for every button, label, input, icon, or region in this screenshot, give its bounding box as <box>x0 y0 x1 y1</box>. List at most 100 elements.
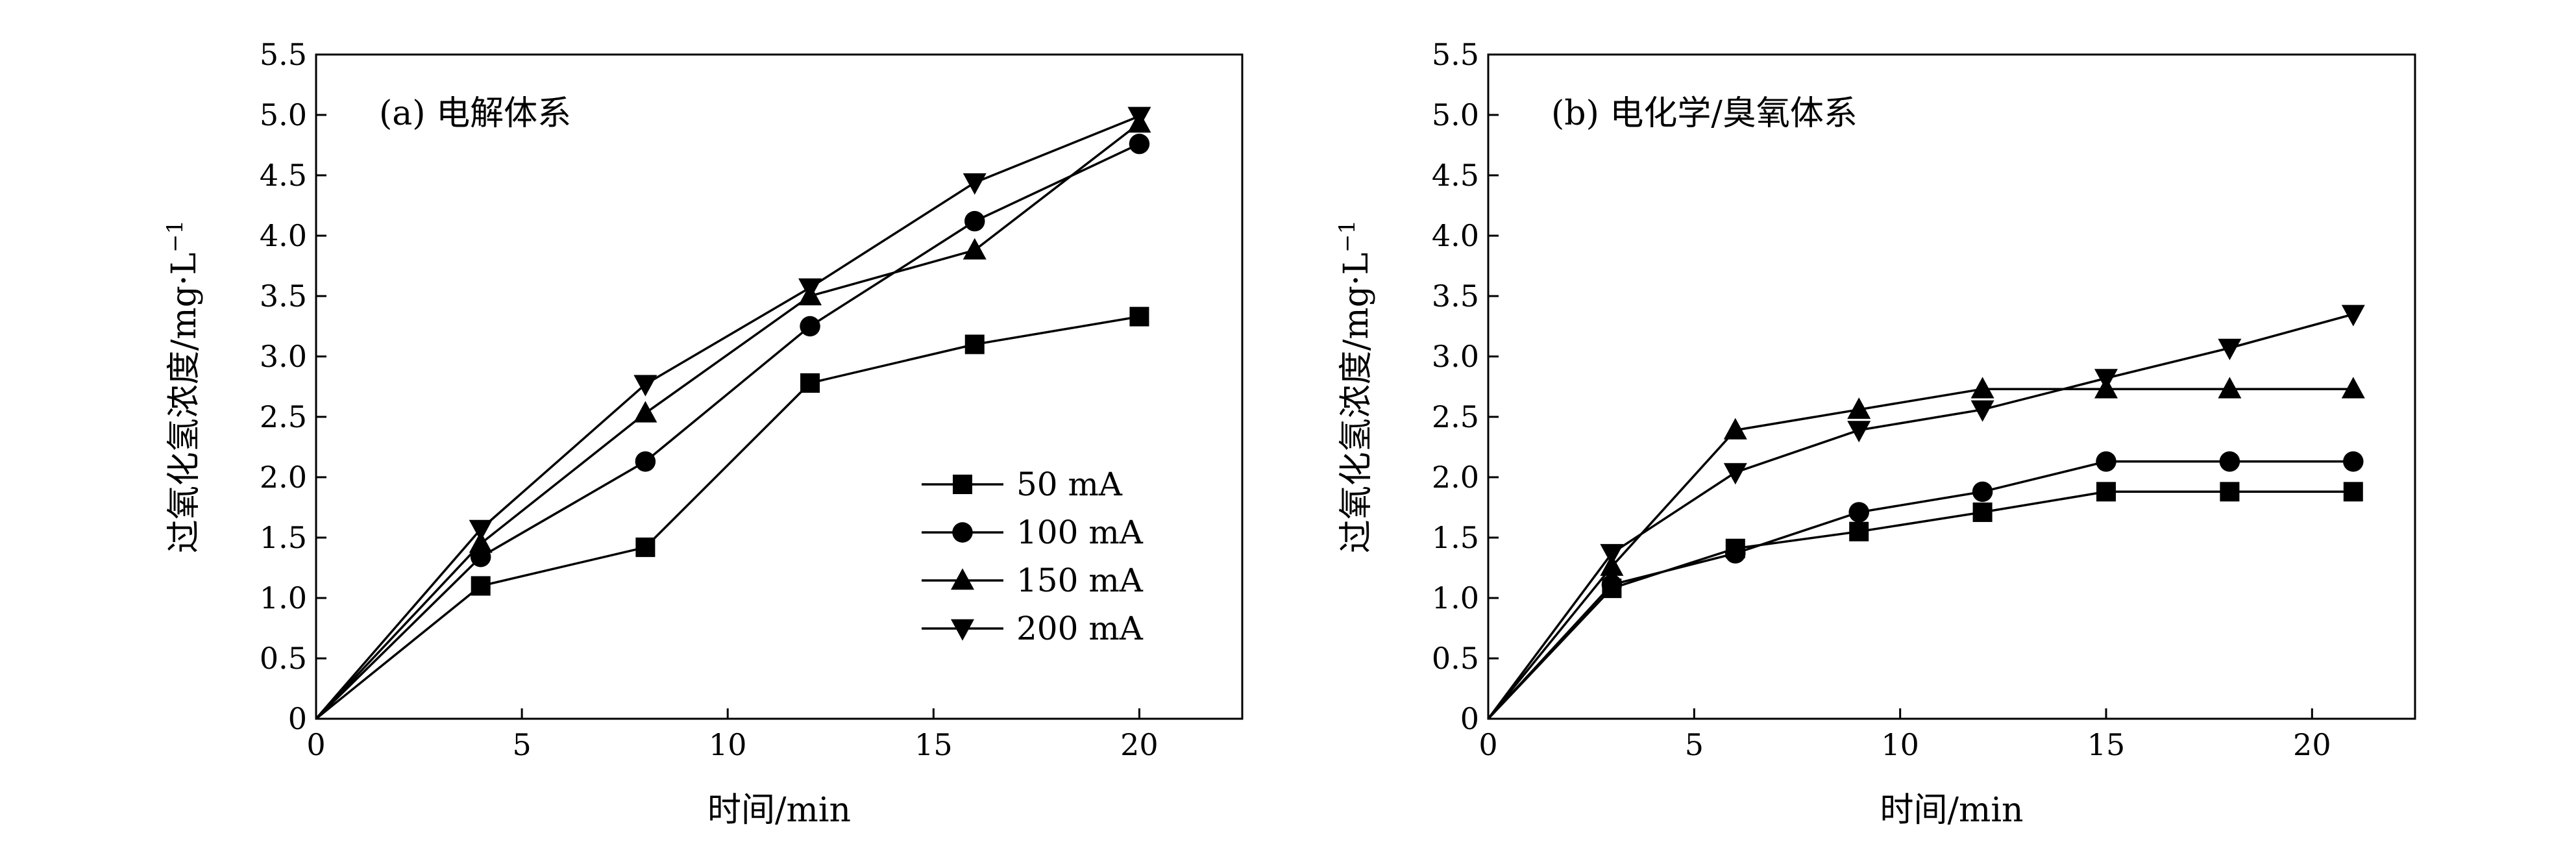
data-point <box>963 173 987 195</box>
x-tick-label: 15 <box>2087 727 2126 762</box>
legend-label: 150 mA <box>1016 562 1144 599</box>
data-point <box>1847 421 1871 443</box>
x-tick-label: 15 <box>914 727 953 762</box>
y-axis-label: 过氧化氢浓度/mg·L−1 <box>162 220 204 553</box>
y-tick-label: 0 <box>1460 701 1479 736</box>
data-point <box>1129 133 1150 155</box>
y-tick-label: 1.0 <box>260 580 307 616</box>
legend-label: 100 mA <box>1016 514 1144 551</box>
data-point <box>964 210 985 232</box>
y-tick-label: 1.5 <box>260 520 307 555</box>
panel-title: (a) 电解体系 <box>379 94 571 133</box>
data-point <box>800 373 820 393</box>
y-axis-label-superscript: −1 <box>1334 220 1360 253</box>
y-axis-label: 过氧化氢浓度/mg·L−1 <box>1334 220 1376 553</box>
data-point <box>1725 543 1746 564</box>
legend-marker <box>952 522 973 543</box>
y-tick-label: 3.5 <box>1432 279 1479 314</box>
series-line <box>315 122 1140 720</box>
series-150-mA <box>315 111 1151 720</box>
y-tick-label: 1.0 <box>1432 580 1479 616</box>
plot-frame <box>315 53 1244 720</box>
y-tick-label: 4.5 <box>1432 158 1479 193</box>
data-point <box>798 278 822 300</box>
data-point <box>2096 451 2116 472</box>
data-point <box>963 238 987 260</box>
y-tick-label: 1.5 <box>1432 520 1479 555</box>
series-line <box>315 143 1140 720</box>
data-point <box>635 451 656 472</box>
y-tick-label: 3.0 <box>1432 339 1479 374</box>
data-point <box>800 316 820 337</box>
x-tick-label: 5 <box>1685 727 1704 762</box>
x-tick-label: 20 <box>2293 727 2331 762</box>
y-tick-label: 2.0 <box>1432 460 1479 495</box>
data-point <box>2219 451 2240 472</box>
legend-marker <box>951 568 974 590</box>
y-tick-label: 4.5 <box>260 158 307 193</box>
series-line <box>1487 490 2353 720</box>
legend-marker <box>951 619 974 641</box>
data-point <box>1970 400 1994 422</box>
data-point <box>1970 377 1994 399</box>
series-100-mA <box>1487 451 2364 720</box>
data-point <box>1972 481 1993 503</box>
series-50-mA <box>315 306 1149 720</box>
data-point <box>1848 502 1869 523</box>
data-point <box>1849 521 1869 542</box>
y-tick-label: 3.0 <box>260 339 307 374</box>
data-point <box>633 375 657 397</box>
data-point <box>2341 377 2365 399</box>
x-tick-label: 0 <box>1478 727 1497 762</box>
panel-b: 0 5 10 15 20 0 0.5 1.0 1.5 2.0 2.5 3.0 3.5 4.0 4.5 5.0 5… <box>1334 37 2416 830</box>
series-line <box>1487 313 2354 720</box>
y-tick-label: 2.5 <box>260 399 307 434</box>
panel-title: (b) 电化学/臭氧体系 <box>1551 94 1858 133</box>
legend-label: 50 mA <box>1016 466 1123 503</box>
x-tick-label: 10 <box>709 727 747 762</box>
x-tick-label: 5 <box>512 727 531 762</box>
data-point <box>1847 397 1871 419</box>
y-tick-label: 3.5 <box>260 279 307 314</box>
y-tick-label: 0.5 <box>1432 641 1479 676</box>
series-line <box>315 315 1140 720</box>
series-150-mA <box>1487 377 2365 720</box>
data-point <box>1129 306 1149 327</box>
x-axis-label: 时间/min <box>1880 791 2024 830</box>
y-tick-label: 2.5 <box>1432 399 1479 434</box>
panel-a: 0 5 10 15 20 0 0.5 1.0 1.5 2.0 2.5 3.0 3.5 4.0 4.5 5.0 5… <box>162 37 1244 830</box>
data-point <box>469 519 493 542</box>
series-line <box>315 115 1140 720</box>
y-tick-label: 0 <box>288 701 307 736</box>
data-point <box>2094 369 2118 391</box>
x-axis-label: 时间/min <box>707 791 851 830</box>
data-point <box>633 401 657 423</box>
x-tick-label: 20 <box>1120 727 1159 762</box>
data-point <box>469 531 493 553</box>
data-point <box>2341 305 2365 327</box>
y-tick-label: 0.5 <box>260 641 307 676</box>
x-tick-label: 0 <box>306 727 325 762</box>
data-point <box>2220 482 2240 502</box>
y-tick-label: 4.0 <box>260 218 307 253</box>
data-point <box>1723 417 1747 440</box>
data-point <box>1600 543 1624 566</box>
y-tick-label: 5.0 <box>260 97 307 132</box>
series-200-mA <box>1487 305 2365 720</box>
series-100-mA <box>315 133 1150 720</box>
data-point <box>1723 463 1747 485</box>
series-line <box>1487 460 2353 720</box>
legend-label: 200 mA <box>1016 610 1144 647</box>
data-point <box>2218 338 2242 360</box>
data-point <box>1972 502 1993 522</box>
y-tick-label: 5.5 <box>1432 37 1479 72</box>
data-point <box>2343 482 2363 502</box>
y-axis-label-superscript: −1 <box>162 220 188 253</box>
series-line <box>1487 388 2353 720</box>
data-point <box>635 537 656 557</box>
data-point <box>964 334 985 355</box>
data-point <box>471 576 491 596</box>
data-point <box>2218 377 2242 399</box>
data-point <box>1601 574 1623 595</box>
y-tick-label: 4.0 <box>1432 218 1479 253</box>
